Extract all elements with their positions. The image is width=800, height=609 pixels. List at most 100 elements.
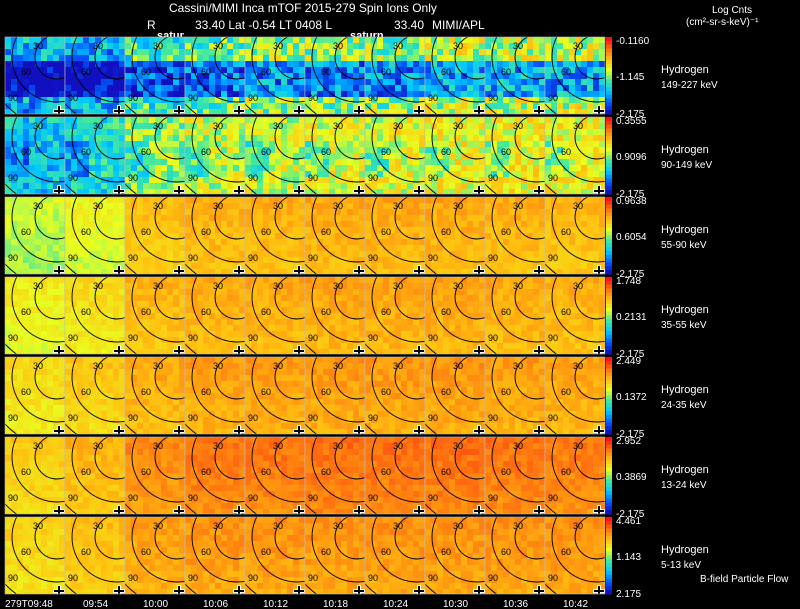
contour-label: 90 bbox=[428, 413, 438, 423]
contour-label: 90 bbox=[488, 93, 498, 103]
colorbar-segment bbox=[606, 94, 612, 100]
contour-label: 30 bbox=[213, 41, 223, 51]
colorbar-segment bbox=[606, 239, 612, 244]
contour-label: 30 bbox=[573, 121, 583, 131]
contour-label: 30 bbox=[573, 281, 583, 291]
heatmap-panel-6-3: 30 60 90 bbox=[185, 517, 245, 594]
colorbar-segment bbox=[606, 186, 612, 191]
contour-label: 90 bbox=[308, 253, 318, 263]
contour-label: 30 bbox=[213, 441, 223, 451]
colorbar-segment bbox=[606, 418, 612, 423]
contour-label: 30 bbox=[93, 41, 103, 51]
heatmap-panel-4-5: 30 60 90 bbox=[305, 357, 365, 434]
contour-label: 90 bbox=[548, 333, 558, 343]
contour-label: 30 bbox=[273, 121, 283, 131]
colorbar-segment bbox=[606, 475, 612, 480]
colorbar-max-label: 2.449 bbox=[616, 356, 641, 367]
heatmap-panel-1-5: 30 60 90 bbox=[305, 117, 365, 194]
colorbar-segment bbox=[606, 102, 612, 107]
contour-label: 30 bbox=[393, 41, 403, 51]
contour-label: 90 bbox=[488, 573, 498, 583]
colorbar-segment bbox=[606, 315, 612, 320]
contour-label: 30 bbox=[453, 521, 463, 531]
contour-label: 60 bbox=[441, 67, 451, 77]
contour-label: 30 bbox=[393, 521, 403, 531]
energy-range-label: 149-227 keV bbox=[661, 80, 718, 91]
contour-label: 30 bbox=[93, 121, 103, 131]
contour-label: 30 bbox=[33, 121, 43, 131]
colorbar-segment bbox=[606, 307, 612, 313]
contour-label: 60 bbox=[501, 387, 511, 397]
heatmap-panel-4-3: 30 60 90 bbox=[185, 357, 245, 434]
contour-label: 90 bbox=[428, 493, 438, 503]
colorbar-segment bbox=[606, 128, 612, 133]
contour-label: 30 bbox=[513, 441, 523, 451]
colorbar-segment bbox=[606, 578, 612, 583]
contour-label: 30 bbox=[213, 121, 223, 131]
heatmap-panel-3-6: 30 60 90 bbox=[365, 277, 425, 354]
colorbar-segment bbox=[606, 479, 612, 484]
contour-label: 60 bbox=[501, 307, 511, 317]
heatmap-panel-4-8: 30 60 90 bbox=[485, 357, 545, 434]
contour-label: 60 bbox=[441, 147, 451, 157]
colorbar-segment bbox=[606, 399, 612, 404]
heatmap-panel-0-3: 30 60 90 bbox=[185, 37, 245, 114]
contour-label: 60 bbox=[381, 467, 391, 477]
contour-label: 30 bbox=[273, 361, 283, 371]
heatmap-panel-4-4: 30 60 90 bbox=[245, 357, 305, 434]
colorbar-min-label: -2.175 bbox=[616, 509, 645, 520]
colorbar-segment bbox=[606, 543, 612, 549]
colorbar-segment bbox=[606, 463, 612, 469]
contour-label: 60 bbox=[381, 307, 391, 317]
energy-range-label: 55-90 keV bbox=[661, 240, 707, 251]
contour-label: 60 bbox=[501, 147, 511, 157]
heatmap-panel-2-4: 30 60 90 bbox=[245, 197, 305, 274]
contour-label: 90 bbox=[488, 493, 498, 503]
contour-label: 60 bbox=[441, 227, 451, 237]
colorbar-max-label: 2.952 bbox=[616, 436, 641, 447]
species-label: Hydrogen bbox=[661, 464, 709, 476]
colorbar-segment bbox=[606, 143, 612, 149]
colorbar-segment bbox=[606, 292, 612, 297]
contour-label: 30 bbox=[393, 361, 403, 371]
heatmap-panel-0-5: 30 60 90 bbox=[305, 37, 365, 114]
heatmap-panel-5-8: 30 60 90 bbox=[485, 437, 545, 514]
species-label: Hydrogen bbox=[661, 64, 709, 76]
contour-label: 60 bbox=[141, 467, 151, 477]
contour-label: 60 bbox=[381, 547, 391, 557]
energy-range-label: 35-55 keV bbox=[661, 320, 707, 331]
species-label: Hydrogen bbox=[661, 224, 709, 236]
contour-label: 60 bbox=[501, 467, 511, 477]
contour-label: 30 bbox=[93, 361, 103, 371]
contour-label: 30 bbox=[153, 281, 163, 291]
heatmap-panel-3-9: 30 60 90 bbox=[545, 277, 605, 354]
colorbar-segment bbox=[606, 334, 612, 340]
contour-label: 60 bbox=[261, 67, 271, 77]
contour-label: 60 bbox=[201, 307, 211, 317]
colorbar-segment bbox=[606, 456, 612, 461]
colorbar-segment bbox=[606, 414, 612, 420]
colorbar-segment bbox=[606, 200, 612, 206]
colorbar-segment bbox=[606, 63, 612, 69]
colorbar-segment bbox=[606, 510, 612, 515]
colorbar-segment bbox=[606, 83, 612, 88]
colorbar-segment bbox=[606, 67, 612, 73]
contour-label: 30 bbox=[33, 201, 43, 211]
colorbar-segment bbox=[606, 563, 612, 568]
contour-label: 30 bbox=[93, 281, 103, 291]
contour-label: 60 bbox=[201, 547, 211, 557]
colorbar-segment bbox=[606, 40, 612, 46]
contour-label: 60 bbox=[561, 147, 571, 157]
contour-label: 60 bbox=[21, 147, 31, 157]
contour-label: 60 bbox=[141, 547, 151, 557]
colorbar-segment bbox=[606, 490, 612, 496]
colorbar-segment bbox=[606, 250, 612, 256]
contour-label: 60 bbox=[381, 387, 391, 397]
contour-label: 90 bbox=[308, 413, 318, 423]
contour-label: 90 bbox=[188, 93, 198, 103]
x-tick-label: 10:24 bbox=[383, 599, 408, 609]
heatmap-panel-2-8: 30 60 90 bbox=[485, 197, 545, 274]
contour-label: 60 bbox=[21, 467, 31, 477]
heatmap-panel-6-7: 30 60 90 bbox=[425, 517, 485, 594]
